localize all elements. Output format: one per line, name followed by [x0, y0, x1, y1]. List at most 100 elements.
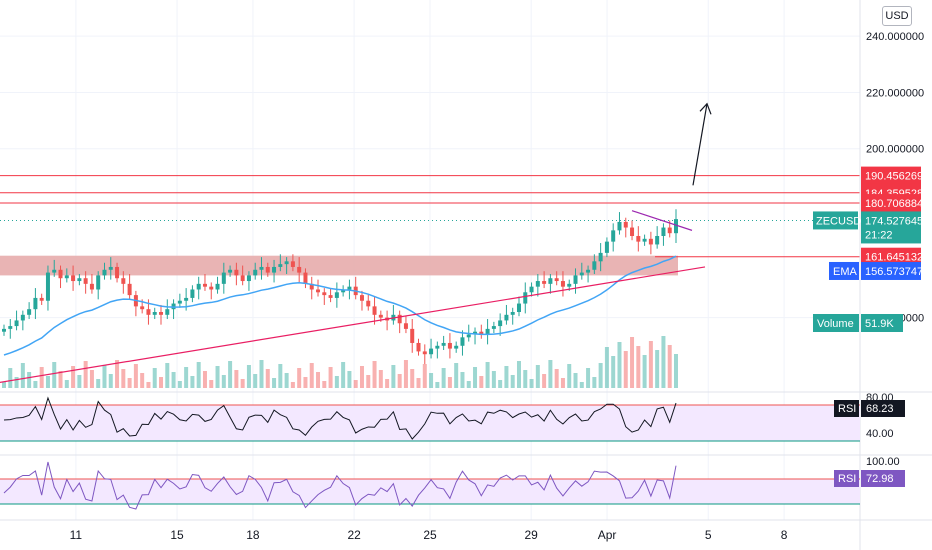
- candle-body: [460, 337, 465, 346]
- volume-bar: [485, 362, 490, 388]
- candle-body: [177, 300, 182, 304]
- support-zone: [0, 255, 678, 276]
- candle-body: [529, 286, 534, 293]
- candle-body: [416, 342, 421, 352]
- volume-bar: [441, 368, 446, 388]
- candle-body: [334, 292, 339, 298]
- candle-body: [441, 342, 446, 346]
- rsi2-tick-label: 100.00: [866, 456, 900, 468]
- time-tick-label: 22: [347, 528, 361, 542]
- volume-bar: [228, 361, 233, 388]
- volume-bar: [604, 347, 609, 388]
- candle-body: [52, 269, 57, 273]
- ascending-trendline: [0, 266, 706, 383]
- candle-body: [466, 334, 471, 338]
- rsi-band: [0, 405, 860, 441]
- volume-bar: [221, 375, 226, 388]
- volume-bar: [253, 374, 258, 388]
- candle-body: [630, 227, 635, 236]
- volume-bar: [535, 365, 540, 388]
- candle-body: [115, 266, 120, 279]
- candle-body: [33, 297, 38, 310]
- countdown-timer: 21:22: [865, 229, 893, 241]
- candle-body: [642, 238, 647, 242]
- volume-bar: [159, 377, 164, 388]
- candle-body: [190, 289, 195, 298]
- last-price-badge: [861, 211, 921, 244]
- candle-body: [479, 331, 484, 335]
- candle-body: [523, 292, 528, 304]
- volume-bar: [133, 364, 138, 388]
- volume-bar: [20, 363, 25, 388]
- candle-body: [309, 283, 314, 290]
- time-tick-label: 25: [423, 528, 437, 542]
- volume-bar: [234, 370, 239, 388]
- volume-bar: [611, 356, 616, 388]
- time-tick-label: Apr: [598, 528, 617, 542]
- price-tick-label: 200.000000: [866, 144, 924, 156]
- volume-bar: [429, 373, 434, 388]
- projection-arrow: [692, 103, 708, 186]
- candle-body: [447, 342, 452, 349]
- candle-body: [89, 283, 94, 290]
- volume-bar: [108, 374, 113, 388]
- candle-body: [202, 283, 207, 287]
- volume-bar: [642, 355, 647, 388]
- candle-body: [108, 266, 113, 270]
- volume-bar: [661, 336, 666, 388]
- volume-bar: [341, 362, 346, 388]
- candle-body: [316, 289, 321, 293]
- candle-body: [58, 269, 63, 279]
- ema-label-badge: [829, 261, 859, 280]
- volume-bar: [184, 367, 189, 388]
- candle-body: [667, 227, 672, 234]
- rsi-label: RSI: [838, 403, 856, 415]
- volume-bar: [460, 372, 465, 388]
- volume-bar: [491, 371, 496, 388]
- currency-badge[interactable]: USD: [882, 6, 912, 26]
- candle-body: [435, 345, 440, 349]
- candle-body: [397, 314, 402, 324]
- rsi-tick-label: 40.00: [866, 428, 894, 440]
- rsi2-line: [3, 461, 677, 510]
- candle-body: [674, 219, 678, 234]
- candle-body: [27, 309, 32, 315]
- volume-bar: [290, 382, 295, 388]
- volume-bar: [334, 376, 339, 388]
- candle-body: [14, 320, 19, 327]
- volume-bar: [366, 375, 371, 388]
- volume-bar: [171, 372, 176, 388]
- volume-bar: [529, 379, 534, 388]
- candle-body: [127, 283, 132, 296]
- volume-bar: [353, 380, 358, 388]
- volume-bar: [385, 379, 390, 388]
- candle-body: [152, 312, 157, 315]
- candle-body: [146, 309, 151, 315]
- volume-bar: [284, 373, 289, 388]
- ema-value-badge: [861, 261, 921, 280]
- descending-trendline: [631, 210, 693, 231]
- candle-body: [184, 297, 189, 301]
- volume-bar: [303, 377, 308, 388]
- volume-bar: [372, 361, 377, 388]
- rsi-label-badge: [834, 400, 859, 417]
- price-level-badge: [861, 166, 921, 185]
- price-tick-label: 240.000000: [866, 31, 924, 43]
- candle-body: [215, 283, 220, 290]
- candle-body: [491, 326, 496, 329]
- candle-body: [359, 295, 364, 301]
- volume-bar: [140, 373, 145, 388]
- volume-bar: [121, 369, 126, 388]
- volume-bar: [674, 354, 678, 388]
- volume-bar: [667, 345, 672, 388]
- candle-body: [542, 281, 547, 284]
- candle-body: [341, 289, 346, 293]
- volume-bar: [165, 363, 170, 388]
- candle-body: [140, 306, 145, 310]
- volume-bar: [510, 375, 515, 388]
- volume-bar: [378, 370, 383, 388]
- volume-bar: [115, 360, 120, 388]
- volume-bar: [397, 374, 402, 388]
- volume-bar: [127, 378, 132, 388]
